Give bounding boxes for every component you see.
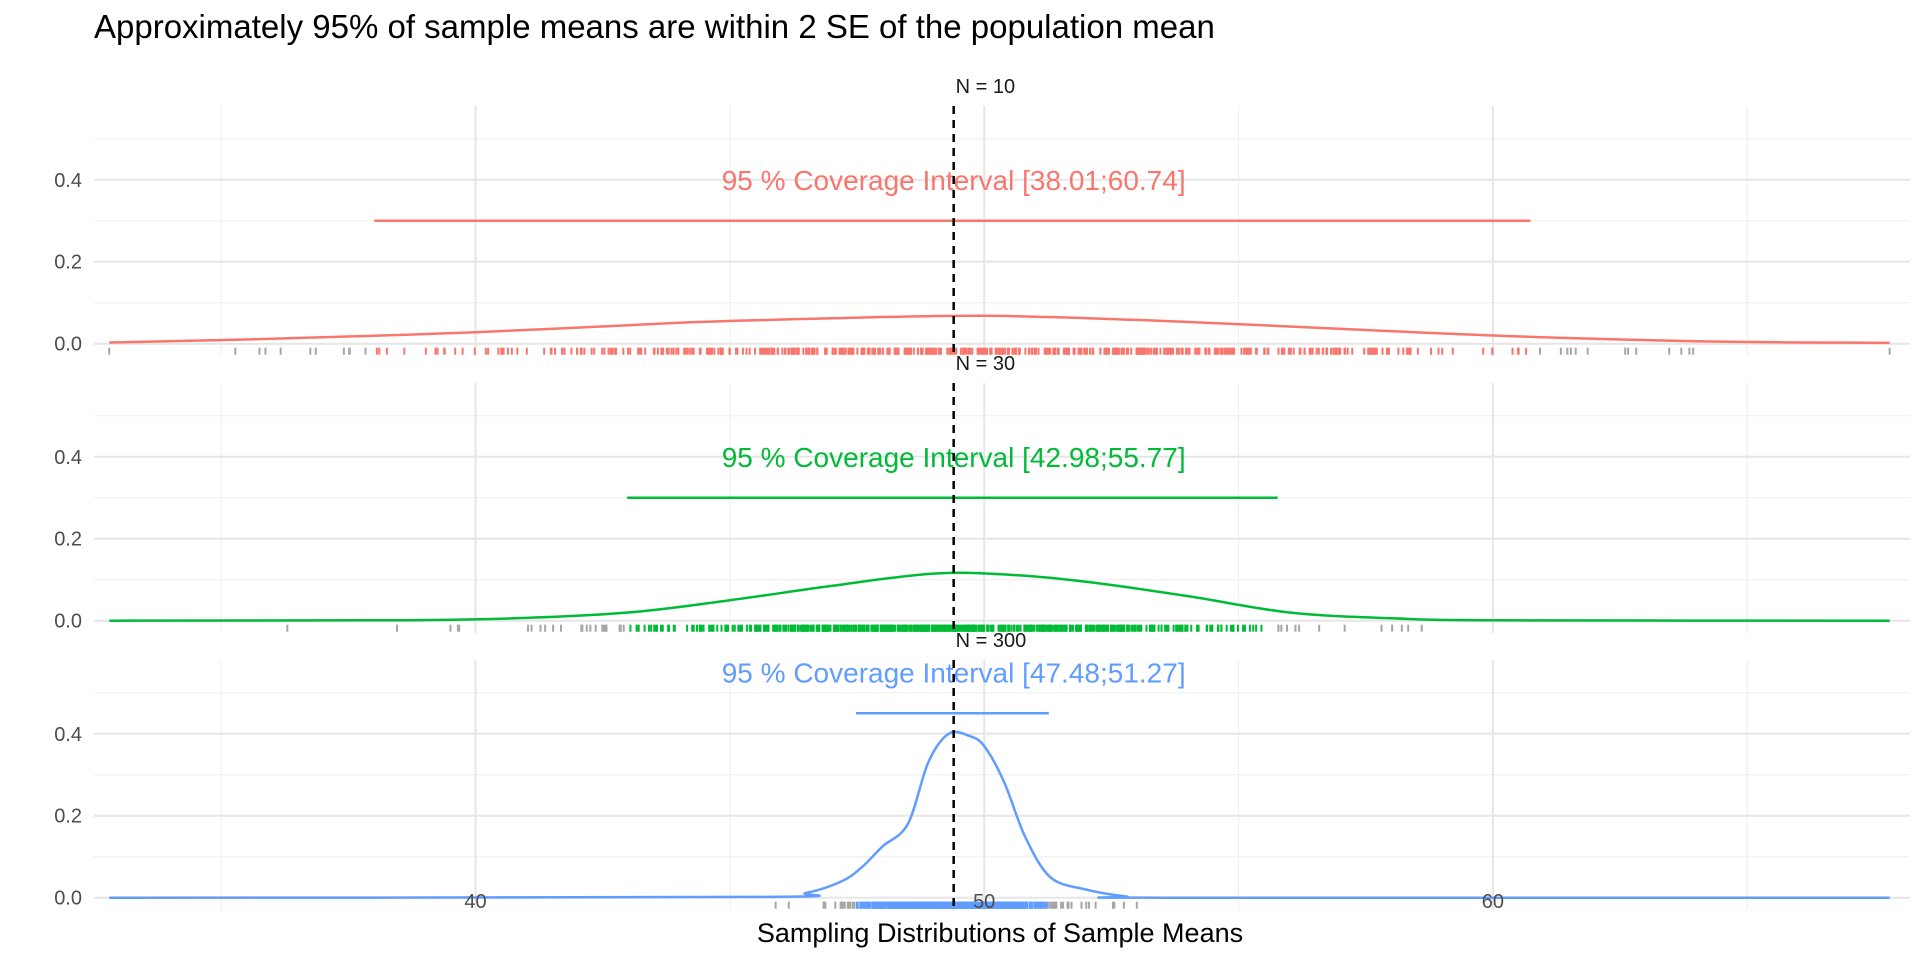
x-tick-label: 60 [1482, 891, 1504, 913]
x-tick-label: 50 [973, 891, 995, 913]
y-tick-label: 0.2 [54, 806, 82, 828]
y-tick-label: 0.2 [54, 252, 82, 274]
y-tick-label: 0.2 [54, 529, 82, 551]
facet-strip-label: N = 30 [956, 353, 1015, 375]
rug [286, 624, 1423, 632]
rug [108, 347, 1891, 355]
facet-strip-label: N = 10 [956, 76, 1015, 98]
density-curve [109, 730, 1890, 900]
chart-title: Approximately 95% of sample means are wi… [94, 8, 1215, 45]
density-curve [109, 314, 1890, 345]
density-curve [109, 571, 1890, 622]
y-tick-label: 0.0 [54, 888, 82, 910]
y-tick-label: 0.4 [54, 170, 82, 192]
rug [774, 901, 1138, 909]
y-tick-label: 0.4 [54, 447, 82, 469]
x-axis: 40 50 60 [464, 891, 1504, 913]
y-tick-label: 0.0 [54, 611, 82, 633]
x-tick-label: 40 [464, 891, 486, 913]
facet-panel: N = 300.00.20.4 95 % Coverage Interval [4… [54, 353, 1910, 633]
facet-panel: N = 100.00.20.4 95 % Coverage Interval [3… [54, 76, 1910, 356]
facet-strip-label: N = 300 [956, 630, 1027, 652]
y-tick-label: 0.0 [54, 334, 82, 356]
facet-panels: N = 100.00.20.4 95 % Coverage Interval [3… [54, 76, 1910, 910]
x-axis-label: Sampling Distributions of Sample Means [757, 918, 1243, 948]
y-tick-label: 0.4 [54, 724, 82, 746]
